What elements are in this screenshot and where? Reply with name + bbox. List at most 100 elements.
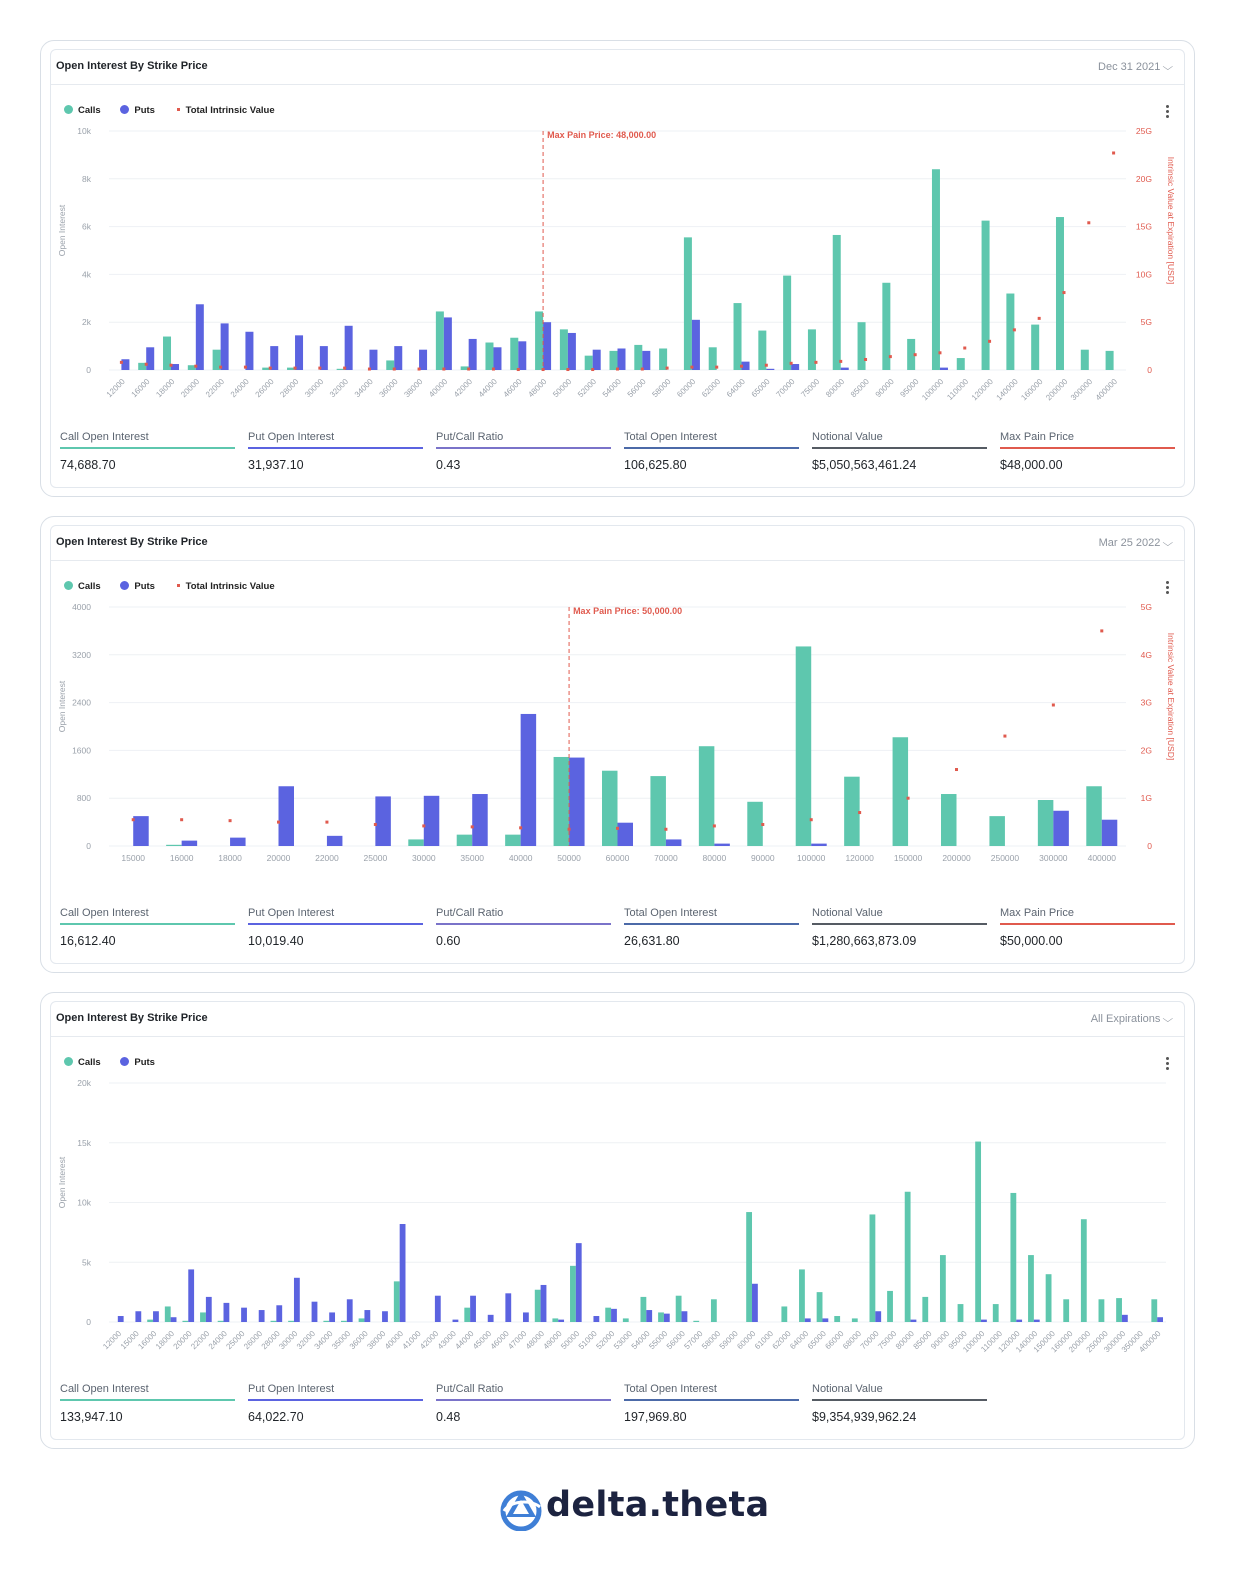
intrinsic-value-point xyxy=(417,367,421,371)
y-tick-label: 3200 xyxy=(72,650,91,660)
stat-value: 26,631.80 xyxy=(624,934,680,948)
x-tick-label: 41000 xyxy=(401,1329,423,1351)
intrinsic-value-point xyxy=(839,359,843,363)
x-tick-label: 24000 xyxy=(207,1329,229,1351)
call-bar xyxy=(904,1191,911,1322)
chart-legend: Calls Puts Total Intrinsic Value xyxy=(64,581,292,592)
y2-tick-label: 10G xyxy=(1136,269,1152,279)
stat-put-call-ratio: Put/Call Ratio 0.60 xyxy=(436,907,611,948)
stat-label: Put Open Interest xyxy=(248,907,423,925)
y2-tick-label: 0 xyxy=(1147,841,1152,851)
call-bar xyxy=(535,311,544,370)
call-bar xyxy=(746,1212,753,1322)
put-bar xyxy=(522,1312,529,1322)
y-tick-label: 4000 xyxy=(72,602,91,612)
legend-item-intrinsic[interactable]: Total Intrinsic Value xyxy=(175,581,275,592)
stat-label: Put Open Interest xyxy=(248,431,423,449)
put-bar xyxy=(344,325,353,370)
call-bar xyxy=(659,348,668,370)
stat-call-open-interest: Call Open Interest 74,688.70 xyxy=(60,431,235,472)
legend-item-puts[interactable]: Puts xyxy=(120,105,155,116)
put-bar xyxy=(181,840,198,846)
expiration-dropdown[interactable]: All Expirations ⌵ xyxy=(1091,1013,1174,1025)
call-bar xyxy=(956,358,965,370)
put-bar xyxy=(230,837,246,846)
put-bar xyxy=(295,335,304,370)
legend-item-puts[interactable]: Puts xyxy=(120,1057,155,1068)
x-tick-label: 16000 xyxy=(170,853,194,863)
stat-notional-value: Notional Value $1,280,663,873.09 xyxy=(812,907,987,948)
x-tick-label: 120000 xyxy=(970,377,996,403)
intrinsic-value-point xyxy=(906,796,910,800)
legend-item-calls[interactable]: Calls xyxy=(64,1057,101,1068)
put-bar xyxy=(369,349,378,370)
put-bar xyxy=(543,322,552,370)
legend-item-calls[interactable]: Calls xyxy=(64,581,101,592)
x-tick-label: 61000 xyxy=(753,1329,775,1351)
intrinsic-value-point xyxy=(169,363,173,367)
intrinsic-value-point xyxy=(293,366,297,370)
legend-label-puts: Puts xyxy=(134,1057,155,1068)
call-bar xyxy=(698,746,715,846)
x-tick-label: 30000 xyxy=(412,853,436,863)
expiration-dropdown[interactable]: Dec 31 2021 ⌵ xyxy=(1098,61,1174,73)
call-bar xyxy=(570,1265,576,1322)
y-tick-label: 10k xyxy=(77,1198,91,1208)
legend-item-intrinsic[interactable]: Total Intrinsic Value xyxy=(175,105,275,116)
intrinsic-value-point xyxy=(467,367,471,371)
chart-card-2: Open Interest By Strike Price Mar 25 202… xyxy=(50,525,1185,964)
stat-value: 74,688.70 xyxy=(60,458,116,472)
intrinsic-marker-icon xyxy=(176,584,180,587)
dropdown-value: Dec 31 2021 xyxy=(1098,61,1161,73)
x-tick-label: 22000 xyxy=(189,1329,211,1351)
more-options-icon[interactable] xyxy=(1166,1057,1170,1072)
intrinsic-value-point xyxy=(715,365,719,369)
call-bar xyxy=(1080,349,1089,370)
y2-tick-label: 1G xyxy=(1141,793,1152,803)
call-bar xyxy=(981,220,990,370)
call-bar xyxy=(609,350,618,370)
put-bar xyxy=(642,350,651,370)
x-tick-label: 150000 xyxy=(894,853,923,863)
call-bar xyxy=(658,1312,664,1322)
y2-tick-label: 20G xyxy=(1136,174,1152,184)
x-tick-label: 52000 xyxy=(594,1329,616,1351)
call-bar xyxy=(460,366,469,370)
y2-tick-label: 5G xyxy=(1141,317,1152,327)
x-tick-label: 80000 xyxy=(703,853,727,863)
put-bar xyxy=(399,1224,406,1322)
legend-item-calls[interactable]: Calls xyxy=(64,105,101,116)
legend-item-puts[interactable]: Puts xyxy=(120,581,155,592)
intrinsic-value-point xyxy=(318,366,322,370)
stat-value: 0.48 xyxy=(436,1410,461,1424)
put-bar xyxy=(567,332,576,370)
stat-label: Put/Call Ratio xyxy=(436,907,611,925)
card-header: Open Interest By Strike Price Mar 25 202… xyxy=(51,526,1184,561)
stat-label: Max Pain Price xyxy=(1000,907,1175,925)
x-tick-label: 100000 xyxy=(920,377,946,403)
put-bar xyxy=(394,346,403,370)
legend-label-puts: Puts xyxy=(134,581,155,592)
put-bar xyxy=(981,1319,987,1322)
y2-tick-label: 5G xyxy=(1141,602,1152,612)
x-tick-label: 80000 xyxy=(824,377,846,399)
x-tick-label: 250000 xyxy=(991,853,1020,863)
x-tick-label: 49000 xyxy=(542,1329,564,1351)
put-bar xyxy=(293,1277,300,1322)
put-bar xyxy=(617,822,633,846)
call-bar xyxy=(907,338,916,370)
more-options-icon[interactable] xyxy=(1166,581,1170,596)
expiration-dropdown[interactable]: Mar 25 2022 ⌵ xyxy=(1099,537,1174,549)
more-options-icon[interactable] xyxy=(1166,105,1170,120)
x-tick-label: 18000 xyxy=(218,853,242,863)
call-bar xyxy=(747,801,763,846)
x-tick-label: 15000 xyxy=(119,1329,141,1351)
x-tick-label: 90000 xyxy=(929,1329,951,1351)
chart-card-3: Open Interest By Strike Price All Expira… xyxy=(50,1001,1185,1440)
intrinsic-value-point xyxy=(392,367,396,371)
x-tick-label: 54000 xyxy=(601,377,623,399)
put-bar xyxy=(146,347,155,370)
call-bar xyxy=(892,737,909,846)
put-bar xyxy=(804,1318,811,1322)
call-bar xyxy=(147,1319,154,1322)
